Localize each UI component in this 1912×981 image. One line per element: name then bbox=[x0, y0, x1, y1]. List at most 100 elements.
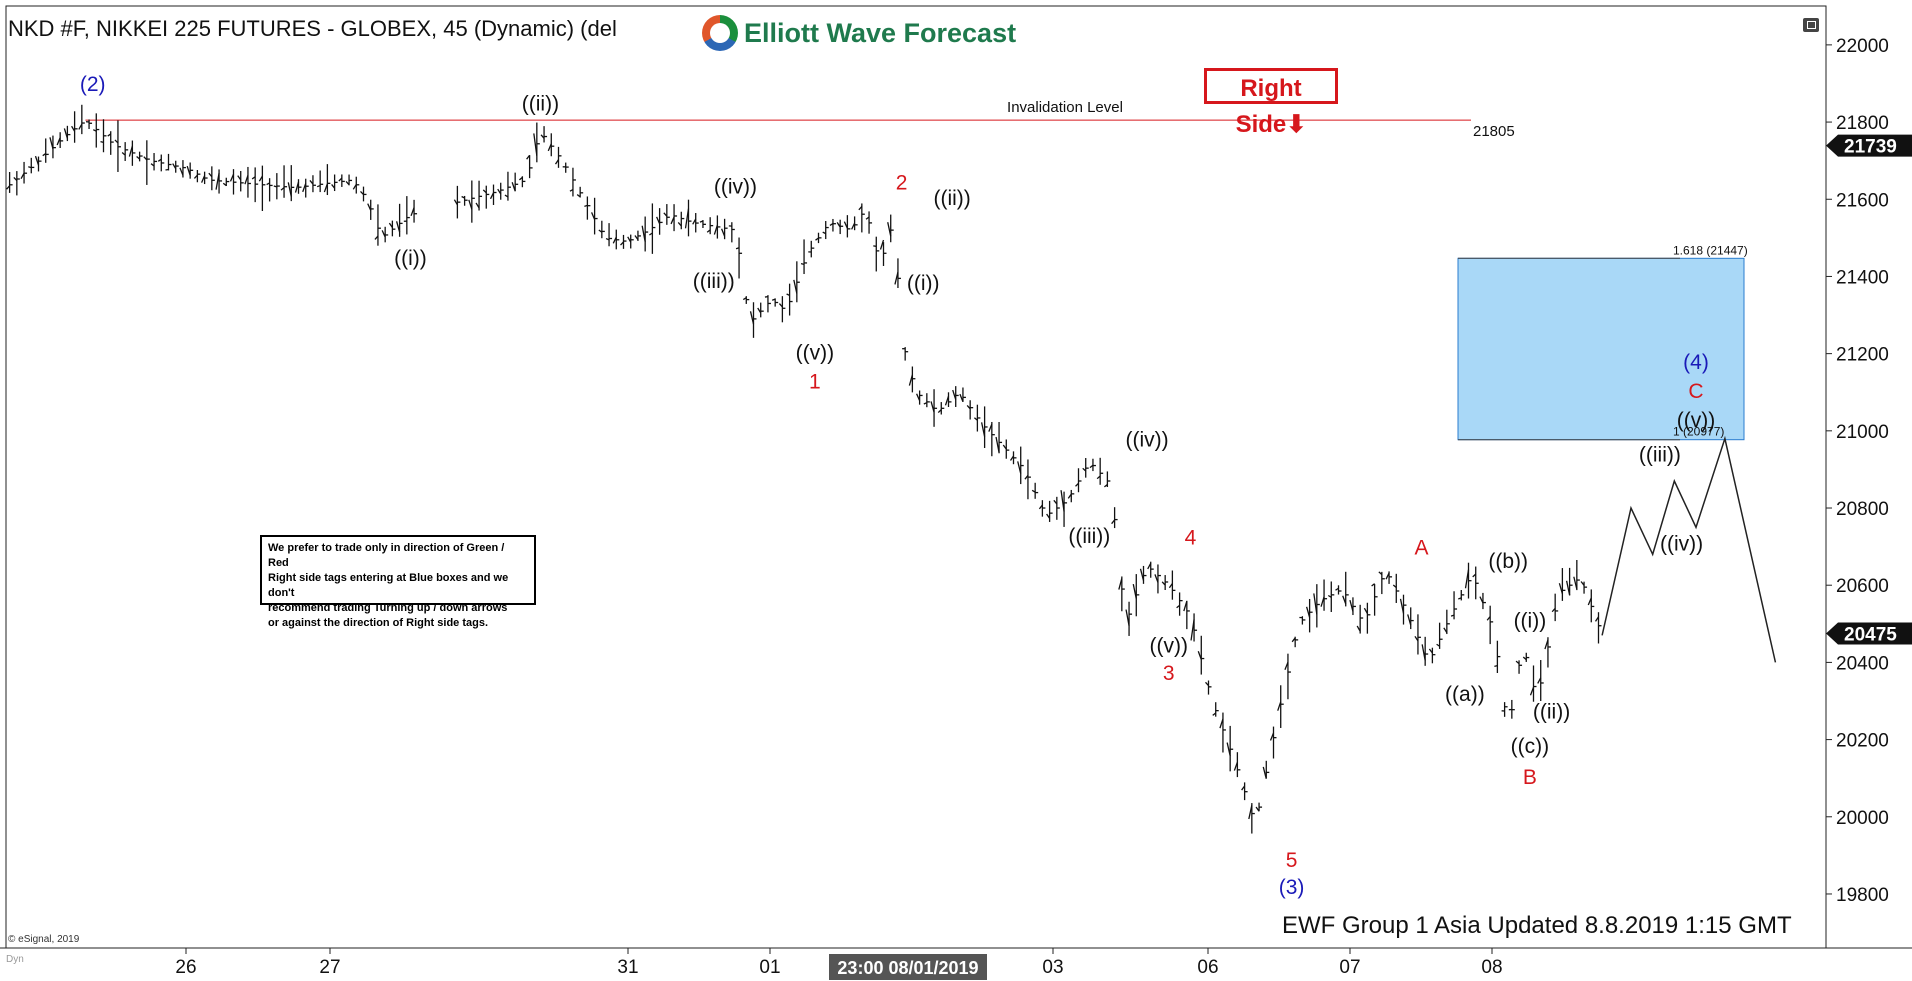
ohlc-open-tick bbox=[128, 145, 134, 157]
ohlc-open-tick bbox=[34, 155, 40, 166]
ohlc-open-tick bbox=[649, 232, 653, 236]
ohlc-open-tick bbox=[395, 221, 401, 233]
ohlc-open-tick bbox=[554, 159, 560, 165]
ohlc-open-tick bbox=[1082, 467, 1087, 472]
ohlc-open-tick bbox=[1111, 519, 1116, 525]
ohlc-open-tick bbox=[865, 216, 870, 220]
ohlc-open-tick bbox=[605, 237, 610, 241]
wave-label: ((a)) bbox=[1445, 683, 1485, 706]
x-tick-label: 31 bbox=[617, 957, 638, 978]
ohlc-open-tick bbox=[1132, 584, 1137, 599]
ohlc-open-tick bbox=[172, 163, 177, 170]
wave-label: (2) bbox=[80, 73, 106, 96]
ohlc-open-tick bbox=[786, 293, 790, 297]
note-line: Right side tags entering at Blue boxes a… bbox=[268, 572, 509, 599]
ohlc-open-tick bbox=[468, 199, 473, 210]
ohlc-open-tick bbox=[684, 208, 690, 229]
ohlc-open-tick bbox=[475, 202, 480, 209]
ohlc-open-tick bbox=[222, 182, 227, 187]
ohlc-open-tick bbox=[1335, 587, 1339, 591]
ohlc-open-tick bbox=[1269, 732, 1275, 741]
ohlc-open-tick bbox=[627, 236, 632, 243]
right-side-tag: Right Side⬇ bbox=[1204, 68, 1338, 138]
note-line: or against the direction of Right side t… bbox=[268, 617, 489, 629]
logo-icon bbox=[702, 15, 738, 51]
target-blue-box bbox=[1457, 257, 1745, 441]
ohlc-open-tick bbox=[367, 203, 372, 211]
ohlc-open-tick bbox=[518, 176, 523, 181]
ohlc-open-tick bbox=[1458, 597, 1462, 600]
wave-label: ((v)) bbox=[796, 341, 834, 364]
ohlc-open-tick bbox=[670, 216, 675, 225]
ohlc-bars bbox=[6, 104, 1602, 834]
wave-label: A bbox=[1415, 536, 1429, 559]
ohlc-open-tick bbox=[937, 409, 942, 414]
projection-path bbox=[1601, 435, 1777, 663]
ohlc-open-tick bbox=[1587, 597, 1592, 606]
ohlc-open-tick bbox=[229, 173, 235, 182]
ohlc-open-tick bbox=[569, 188, 574, 192]
ohlc-open-tick bbox=[273, 185, 278, 188]
y-tick-label: 21000 bbox=[1836, 422, 1889, 443]
restore-window-icon[interactable] bbox=[1803, 18, 1819, 32]
ohlc-open-tick bbox=[244, 175, 249, 185]
ohlc-open-tick bbox=[1197, 651, 1202, 660]
ohlc-open-tick bbox=[749, 311, 755, 325]
ohlc-open-tick bbox=[706, 229, 711, 233]
ohlc-open-tick bbox=[331, 184, 336, 189]
ohlc-open-tick bbox=[1371, 583, 1376, 587]
wave-label: ((iii)) bbox=[1068, 525, 1110, 548]
ohlc-open-tick bbox=[92, 129, 97, 132]
ohlc-open-tick bbox=[1385, 572, 1390, 580]
ohlc-open-tick bbox=[215, 172, 220, 190]
ohlc-open-tick bbox=[591, 212, 596, 220]
ohlc-open-tick bbox=[851, 222, 856, 230]
ohlc-open-tick bbox=[843, 221, 848, 229]
wave-label: ((i)) bbox=[1514, 610, 1547, 633]
ohlc-open-tick bbox=[1060, 490, 1065, 512]
ohlc-open-tick bbox=[1494, 665, 1498, 668]
ohlc-open-tick bbox=[345, 181, 350, 186]
ohlc-open-tick bbox=[1407, 614, 1412, 626]
x-tick-label: 06 bbox=[1197, 957, 1218, 978]
trading-note: We prefer to trade only in direction of … bbox=[260, 535, 536, 629]
ohlc-open-tick bbox=[1233, 761, 1239, 771]
ohlc-open-tick bbox=[540, 134, 545, 139]
ohlc-open-tick bbox=[1305, 606, 1311, 618]
ohlc-open-tick bbox=[461, 195, 465, 199]
ohlc-open-tick bbox=[208, 172, 213, 178]
ohlc-open-tick bbox=[294, 181, 300, 193]
ohlc-open-tick bbox=[511, 182, 516, 192]
wave-label: 2 bbox=[896, 172, 908, 195]
ohlc-open-tick bbox=[136, 155, 141, 160]
ohlc-open-tick bbox=[1241, 785, 1246, 791]
ohlc-open-tick bbox=[504, 194, 509, 198]
y-tick-label: 21400 bbox=[1836, 267, 1889, 288]
ohlc-open-tick bbox=[1284, 662, 1289, 671]
ohlc-open-tick bbox=[598, 229, 603, 233]
ohlc-open-tick bbox=[1248, 805, 1253, 820]
ohlc-open-tick bbox=[959, 393, 964, 402]
ohlc-open-tick bbox=[836, 222, 841, 228]
ohlc-open-tick bbox=[237, 175, 242, 181]
ohlc-open-tick bbox=[735, 247, 740, 250]
wave-label: B bbox=[1523, 766, 1537, 789]
ohlc-open-tick bbox=[988, 423, 993, 432]
ohlc-open-tick bbox=[677, 222, 682, 227]
chart-title: NKD #F, NIKKEI 225 FUTURES - GLOBEX, 45 … bbox=[8, 16, 617, 41]
ohlc-open-tick bbox=[1053, 499, 1058, 505]
ohlc-open-tick bbox=[1450, 614, 1455, 617]
dyn-label: Dyn bbox=[6, 954, 24, 965]
ohlc-open-tick bbox=[28, 166, 32, 169]
ohlc-open-tick bbox=[829, 223, 834, 227]
ohlc-open-tick bbox=[143, 156, 148, 161]
ohlc-open-tick bbox=[1551, 607, 1556, 613]
ohlc-open-tick bbox=[1363, 607, 1368, 614]
ohlc-open-tick bbox=[56, 137, 61, 146]
x-tick-label: 26 bbox=[175, 957, 196, 978]
ohlc-open-tick bbox=[201, 175, 206, 183]
ohlc-open-tick bbox=[121, 152, 126, 156]
wave-label: ((iii)) bbox=[693, 270, 735, 293]
ohlc-open-tick bbox=[20, 172, 25, 180]
ohlc-open-tick bbox=[1089, 464, 1094, 469]
